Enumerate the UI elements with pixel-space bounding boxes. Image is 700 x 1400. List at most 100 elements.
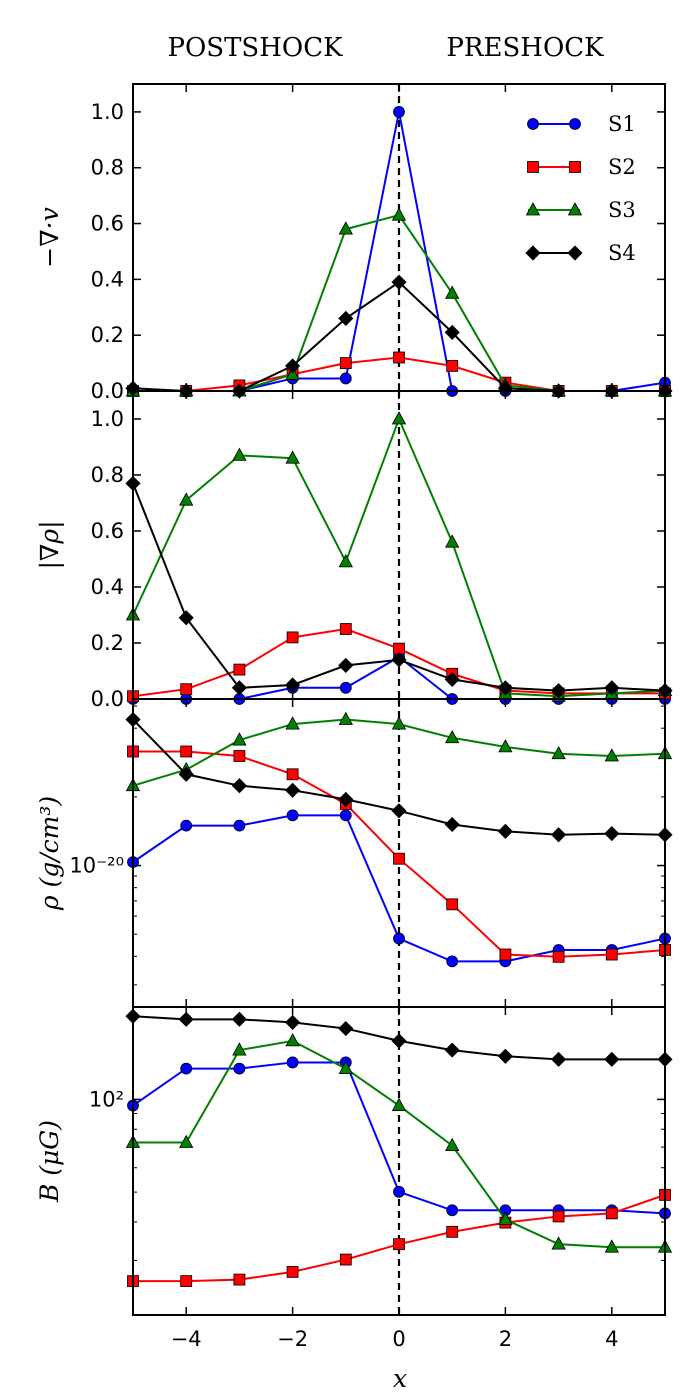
data-point-s2 <box>446 1225 459 1238</box>
data-point-s3 <box>445 729 460 744</box>
data-point-s1 <box>393 1185 405 1198</box>
data-point-s4 <box>285 358 301 374</box>
data-point-s1 <box>339 681 352 694</box>
data-point-s4 <box>178 610 194 626</box>
data-point-s4 <box>178 1011 194 1027</box>
panel-frame <box>132 83 666 392</box>
y-tick-label: 0.4 <box>91 575 124 599</box>
data-point-s3 <box>445 1137 460 1151</box>
data-point-s2 <box>233 1273 246 1286</box>
data-point-s2 <box>286 1265 299 1278</box>
data-point-s2 <box>286 768 299 781</box>
x-tick-label: −4 <box>171 1327 202 1351</box>
density-panel: 10⁻²⁰ρ (g/cm³) <box>35 698 673 1008</box>
data-point-s1 <box>446 955 459 968</box>
y-axis-label: B (μG) <box>35 1120 64 1203</box>
y-axis-label: −∇·v <box>35 207 64 267</box>
data-point-s3 <box>232 447 247 461</box>
data-point-s4 <box>231 1011 247 1027</box>
legend-marker-end-s4 <box>567 245 583 261</box>
data-point-s4 <box>338 310 354 327</box>
data-point-s4 <box>497 1048 513 1064</box>
data-point-s4 <box>285 677 301 693</box>
data-point-s4 <box>391 1033 407 1049</box>
data-point-s3 <box>338 553 353 568</box>
data-point-s3 <box>179 492 194 506</box>
series-group <box>125 711 673 968</box>
y-tick-label: 0.8 <box>91 463 124 487</box>
data-point-s2 <box>180 683 193 696</box>
y-axis-label: ρ (g/cm³) <box>35 796 64 911</box>
data-point-s2 <box>446 359 459 372</box>
data-point-s4 <box>338 657 354 673</box>
data-point-s2 <box>393 351 405 364</box>
data-point-s4 <box>497 823 513 839</box>
data-point-s2 <box>339 623 352 635</box>
data-point-s4 <box>444 1042 460 1058</box>
data-point-s2 <box>552 950 565 963</box>
density-gradient-panel: 0.0 0.2 0.4 0.6 0.8 1.0 |∇ρ| <box>35 390 673 711</box>
legend: S1 S2 S3 S4 <box>525 112 636 265</box>
y-tick-label: 1.0 <box>91 100 124 124</box>
legend-marker-end-s3 <box>567 202 583 216</box>
legend-label-s4: S4 <box>608 241 636 265</box>
y-tick-label: 1.0 <box>91 407 124 431</box>
data-point-s3 <box>285 450 300 464</box>
data-point-s4 <box>178 766 194 782</box>
data-point-s3 <box>338 221 353 235</box>
data-point-s4 <box>604 826 620 842</box>
magnetic-field-panel: 10² B (μG) <box>35 1006 673 1316</box>
data-point-s4 <box>231 680 247 696</box>
legend-label-s3: S3 <box>608 198 636 222</box>
data-point-s2 <box>180 1275 193 1288</box>
y-tick-label: 0.6 <box>91 212 124 236</box>
data-point-s2 <box>233 663 246 676</box>
data-point-s3 <box>551 1236 566 1250</box>
data-point-s3 <box>498 739 513 753</box>
y-tick-label: 0.2 <box>91 323 124 347</box>
data-point-s1 <box>393 932 405 945</box>
x-axis-label: x <box>393 1364 407 1393</box>
data-point-s3 <box>338 1060 353 1074</box>
postshock-label: POSTSHOCK <box>167 33 343 63</box>
y-axis-label: |∇ρ| <box>35 521 65 570</box>
data-point-s2 <box>499 948 512 961</box>
data-point-s1 <box>180 1062 193 1075</box>
data-point-s4 <box>231 778 247 794</box>
x-tick-label: 4 <box>605 1327 618 1351</box>
data-point-s2 <box>393 1238 405 1251</box>
data-point-s3 <box>604 1239 619 1253</box>
divergence-panel: 0.0 0.2 0.4 0.6 0.8 1.0 −∇·v <box>35 83 673 403</box>
data-point-s2 <box>286 631 299 644</box>
data-point-s1 <box>339 809 352 822</box>
data-point-s2 <box>605 1207 618 1220</box>
data-point-s4 <box>604 680 620 696</box>
data-point-s2 <box>339 1253 352 1266</box>
panel-frame <box>132 1006 666 1316</box>
y-tick-label: 0.8 <box>91 156 124 180</box>
y-tick-label: 0.0 <box>91 687 124 711</box>
data-point-s4 <box>551 827 567 843</box>
preshock-label: PRESHOCK <box>446 33 604 63</box>
data-point-s3 <box>498 1211 513 1225</box>
data-point-s1 <box>233 1062 246 1075</box>
data-point-s1 <box>180 819 193 832</box>
data-point-s2 <box>393 852 405 865</box>
x-tick-label: 2 <box>499 1327 512 1351</box>
data-point-s4 <box>391 274 407 290</box>
x-tick-label: 0 <box>392 1327 405 1351</box>
x-axis: −4 −2 0 2 4 <box>171 1327 619 1351</box>
data-point-s1 <box>286 809 299 822</box>
y-tick-label: 0.4 <box>91 267 124 291</box>
data-point-s1 <box>233 819 246 832</box>
data-point-s4 <box>551 683 567 699</box>
data-point-s4 <box>444 324 460 340</box>
data-point-s4 <box>604 1051 620 1067</box>
data-point-s3 <box>285 1033 300 1047</box>
data-point-s2 <box>339 357 352 369</box>
data-point-s4 <box>497 680 513 696</box>
data-point-s2 <box>552 1210 565 1223</box>
data-point-s3 <box>551 745 566 760</box>
data-point-s2 <box>180 745 193 758</box>
